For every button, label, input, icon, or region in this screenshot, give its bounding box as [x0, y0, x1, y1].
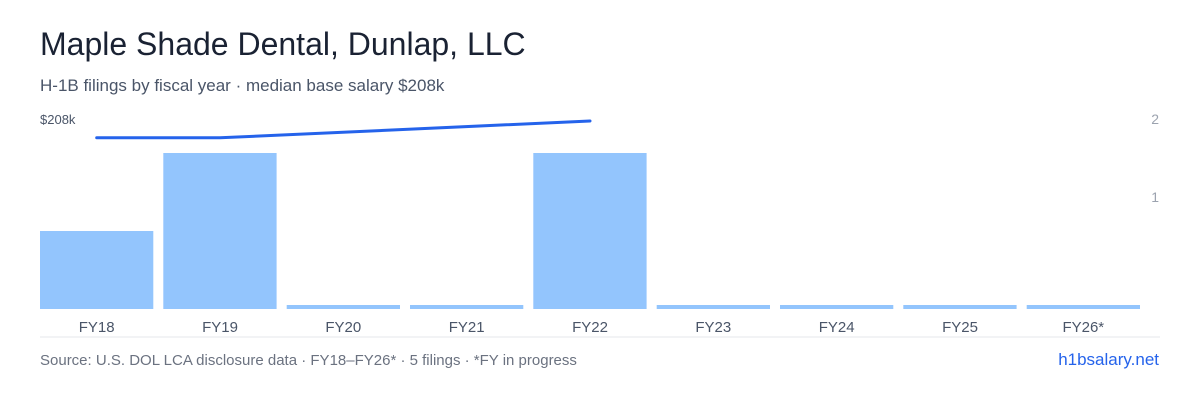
x-tick-label: FY23 [695, 319, 731, 336]
x-tick-label: FY19 [202, 319, 238, 336]
right-axis-labels: 12 [1151, 111, 1159, 205]
footer-source: Source: U.S. DOL LCA disclosure data · F… [40, 352, 577, 369]
bar-fy19 [163, 153, 277, 309]
x-axis-labels: FY18 FY19 FY20 FY21 FY22 FY23 FY24 FY25 FY26* [79, 319, 1105, 336]
right-tick-label: 1 [1151, 189, 1159, 205]
x-tick-label: FY21 [449, 319, 485, 336]
bar-fy21 [410, 305, 524, 309]
bars-group [40, 153, 1140, 309]
x-tick-label: FY18 [79, 319, 115, 336]
bar-fy18 [40, 231, 154, 309]
x-tick-label: FY25 [942, 319, 978, 336]
salary-line [95, 119, 592, 140]
x-tick-label: FY26* [1062, 319, 1104, 336]
x-tick-label: FY20 [325, 319, 361, 336]
right-tick-label: 2 [1151, 111, 1159, 127]
x-tick-label: FY22 [572, 319, 608, 336]
bar-fy23 [656, 305, 770, 309]
chart-subtitle: H-1B filings by fiscal year · median bas… [40, 76, 445, 95]
bar-fy26-in-progress [1026, 305, 1140, 309]
salary-label: $208k [40, 112, 76, 127]
chart-title: Maple Shade Dental, Dunlap, LLC [40, 26, 526, 62]
brand-link[interactable]: h1bsalary.net [1058, 350, 1159, 369]
x-tick-label: FY24 [819, 319, 855, 336]
bar-fy25 [903, 305, 1017, 309]
bar-fy24 [780, 305, 894, 309]
bar-fy22 [533, 153, 647, 309]
bar-fy20 [286, 305, 400, 309]
